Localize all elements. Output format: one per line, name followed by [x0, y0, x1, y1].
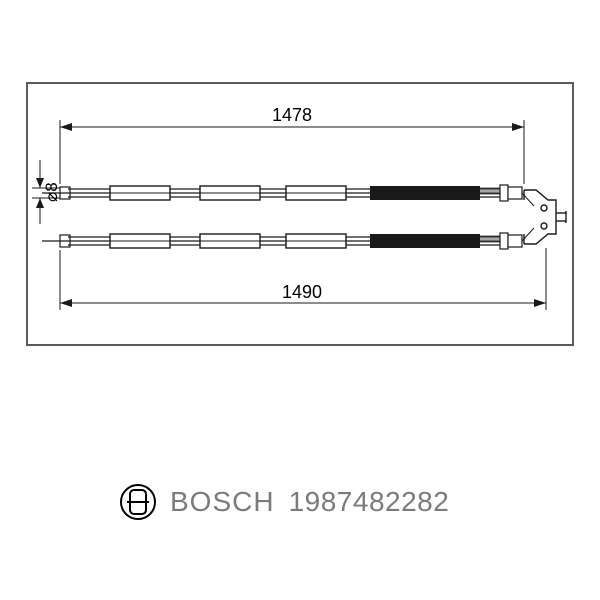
brand-row: BOSCH 1987482282	[120, 484, 449, 520]
bracket	[522, 190, 566, 244]
cable-bottom	[42, 233, 522, 249]
dim-top-label: 1478	[272, 105, 312, 126]
bosch-logo-icon	[120, 484, 156, 520]
brand-name: BOSCH	[170, 486, 275, 518]
cable-top	[42, 185, 522, 201]
drawing-canvas: 1478 1490 ⌀8 BOSCH 1987482282	[0, 0, 600, 600]
dim-bottom-label: 1490	[282, 282, 322, 303]
part-number: 1987482282	[289, 486, 450, 518]
dim-diameter-label: ⌀8	[42, 182, 62, 202]
dim-top	[60, 120, 524, 184]
